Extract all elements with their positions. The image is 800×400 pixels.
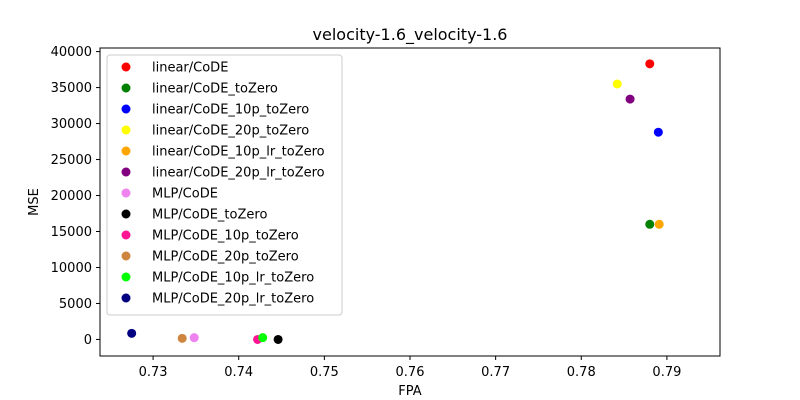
plot-area-frame	[99, 47, 721, 357]
legend-marker	[121, 188, 131, 198]
scatter-point	[653, 127, 663, 137]
legend-marker	[121, 230, 131, 240]
scatter-point	[645, 59, 655, 69]
y-tick-label: 20000	[51, 189, 92, 204]
x-axis: 0.73 0.74 0.75 0.76 0.77 0.78 0.79	[139, 356, 681, 380]
chart-title: velocity-1.6_velocity-1.6	[313, 25, 508, 45]
legend-entry-label: linear/CoDE_10p_lr_toZero	[152, 145, 325, 160]
scatter-point	[645, 219, 655, 229]
legend-marker	[121, 272, 131, 282]
scatter-point	[258, 333, 268, 343]
y-tick-label: 25000	[51, 153, 92, 168]
x-tick-label: 0.75	[310, 365, 339, 380]
x-tick-label: 0.77	[481, 365, 510, 380]
legend: linear/CoDE linear/CoDE_toZero linear/CoDE…	[106, 54, 343, 316]
legend-entry-label: MLP/CoDE	[152, 187, 218, 202]
scatter-point	[127, 328, 137, 338]
x-tick-label: 0.78	[567, 365, 596, 380]
y-tick-label: 0	[84, 333, 92, 348]
x-tick-label: 0.73	[139, 365, 168, 380]
legend-entry-label: MLP/CoDE_10p_lr_toZero	[152, 271, 314, 286]
y-tick-label: 10000	[51, 261, 92, 276]
legend-entry-label: MLP/CoDE_toZero	[152, 208, 267, 223]
scatter-point	[189, 333, 199, 343]
legend-entry-label: MLP/CoDE_20p_lr_toZero	[152, 292, 314, 307]
legend-marker	[121, 125, 131, 135]
data-points	[127, 59, 664, 344]
y-tick-label: 40000	[51, 45, 92, 60]
scatter-point	[625, 94, 635, 104]
legend-entry-label: MLP/CoDE_10p_toZero	[152, 229, 299, 244]
y-tick-label: 15000	[51, 225, 92, 240]
x-tick-label: 0.79	[652, 365, 681, 380]
legend-entry-label: MLP/CoDE_20p_toZero	[152, 250, 299, 265]
legend-marker	[121, 62, 131, 72]
legend-entry-label: linear/CoDE_toZero	[152, 82, 278, 97]
y-tick-label: 5000	[59, 297, 92, 312]
y-axis: 0 5000 10000 15000 20000 25000 30000 35000 40000	[51, 45, 100, 348]
y-tick-label: 30000	[51, 117, 92, 132]
x-tick-label: 0.76	[396, 365, 425, 380]
legend-marker	[121, 251, 131, 261]
legend-entry-label: linear/CoDE	[152, 61, 228, 76]
legend-marker	[121, 104, 131, 114]
scatter-point	[612, 79, 622, 89]
legend-box	[106, 54, 343, 316]
legend-marker	[121, 209, 131, 219]
scatter-point	[654, 219, 664, 229]
legend-marker	[121, 146, 131, 156]
legend-entry-label: linear/CoDE_10p_toZero	[152, 103, 309, 118]
legend-marker	[121, 167, 131, 177]
scatter-point	[273, 334, 283, 344]
legend-marker	[121, 293, 131, 303]
y-axis-label: MSE	[27, 188, 42, 216]
scatter-point	[177, 333, 187, 343]
x-tick-label: 0.74	[224, 365, 253, 380]
legend-marker	[121, 83, 131, 93]
y-tick-label: 35000	[51, 81, 92, 96]
x-axis-label: FPA	[398, 384, 421, 399]
legend-entry-label: linear/CoDE_20p_toZero	[152, 124, 309, 139]
legend-entry-label: linear/CoDE_20p_lr_toZero	[152, 166, 325, 181]
